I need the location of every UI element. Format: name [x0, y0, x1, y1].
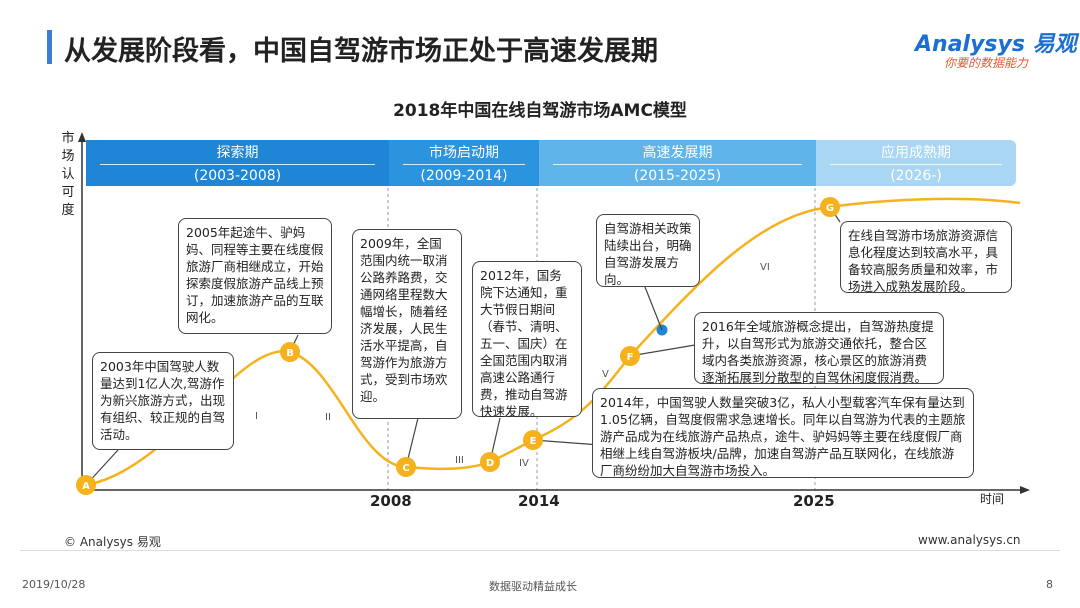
chart-title: 2018年中国在线自驾游市场AMC模型	[393, 101, 687, 121]
point-a	[76, 475, 96, 495]
title-accent-bar	[47, 30, 52, 64]
tick-2025: 2025	[793, 492, 835, 510]
y-axis-arrow	[78, 132, 86, 142]
point-b	[280, 342, 300, 362]
website-link[interactable]: www.analysys.cn	[918, 533, 1021, 547]
copyright: © Analysys 易观	[64, 535, 161, 549]
annotation-policy: 自驾游相关政策陆续出台，明确自驾游发展方向。	[596, 214, 700, 287]
annotation-e: 2014年，中国驾驶人数量突破3亿，私人小型载客汽车保有量达到1.05亿辆，自驾…	[592, 388, 974, 478]
x-axis-label: 时间	[980, 492, 1005, 506]
annotation-c: 2009年，全国范围内统一取消公路养路费，交通网络里程数大幅增长，随着经济发展，…	[352, 229, 462, 419]
stage-launch-years: (2009-2014)	[403, 164, 525, 187]
annotation-d: 2012年，国务院下达通知，重大节假日期间（春节、清明、五一、国庆）在全国范围内…	[472, 261, 582, 419]
x-axis-arrow	[1020, 486, 1030, 494]
point-c	[396, 457, 416, 477]
tick-2014: 2014	[518, 492, 560, 510]
stage-rapid-years: (2015-2025)	[553, 164, 802, 187]
point-label-e: E	[530, 436, 537, 447]
page-title: 从发展阶段看，中国自驾游市场正处于高速发展期	[64, 36, 658, 67]
phase-4: IV	[519, 458, 529, 469]
point-label-b: B	[286, 348, 294, 359]
stage-launch-name: 市场启动期	[429, 145, 499, 161]
page-number: 8	[1046, 578, 1053, 591]
stage-mature: 应用成熟期 (2026-)	[816, 140, 1016, 186]
annotation-b: 2005年起途牛、驴妈妈、同程等主要在线度假旅游厂商相继成立，开始探索度假旅游产…	[178, 218, 332, 334]
phase-6: VI	[760, 262, 770, 273]
annotation-a: 2003年中国驾驶人数量达到1亿人次,驾游作为新兴旅游方式，出现有组织、较正规的…	[92, 352, 234, 450]
tick-2008: 2008	[370, 492, 412, 510]
stage-mature-years: (2026-)	[830, 164, 1002, 187]
stage-rapid-name: 高速发展期	[642, 145, 713, 161]
stage-explore-years: (2003-2008)	[100, 164, 375, 187]
point-e	[523, 430, 543, 450]
point-label-g: G	[826, 203, 834, 214]
point-f	[620, 346, 640, 366]
phase-1: I	[255, 411, 258, 422]
connector-policy	[644, 286, 663, 331]
point-label-d: D	[486, 458, 494, 469]
annotation-g: 在线自驾游市场旅游资源信息化程度达到较高水平，具备较高服务质量和效率，市场进入成…	[840, 221, 1012, 294]
connector-e	[532, 439, 601, 446]
stage-rapid: 高速发展期 (2015-2025)	[539, 140, 816, 186]
footer-slogan: 数据驱动精益成长	[489, 580, 577, 593]
point-label-f: F	[627, 352, 634, 363]
stage-mature-name: 应用成熟期	[881, 145, 951, 161]
annotation-f: 2016年全域旅游概念提出，自驾游热度提升，以自驾形式为旅游交通依托，整合区域内…	[694, 312, 944, 385]
brand-slogan: 你要的数据能力	[944, 56, 1029, 70]
point-label-c: C	[402, 463, 409, 474]
connector-f	[629, 344, 696, 357]
phase-2: II	[325, 412, 331, 423]
phase-5: V	[602, 369, 609, 380]
stage-launch: 市场启动期 (2009-2014)	[389, 140, 539, 186]
stage-explore: 探索期 (2003-2008)	[86, 140, 389, 186]
point-label-a: A	[82, 481, 90, 492]
stage-explore-name: 探索期	[216, 145, 259, 161]
y-axis-label: 市场认可度	[61, 131, 75, 218]
brand-logo: Analysys 易观	[915, 32, 1077, 57]
point-g	[820, 197, 840, 217]
footer-date: 2019/10/28	[22, 578, 86, 591]
point-d	[480, 452, 500, 472]
footer-divider	[20, 550, 1060, 551]
phase-3: III	[455, 455, 464, 466]
